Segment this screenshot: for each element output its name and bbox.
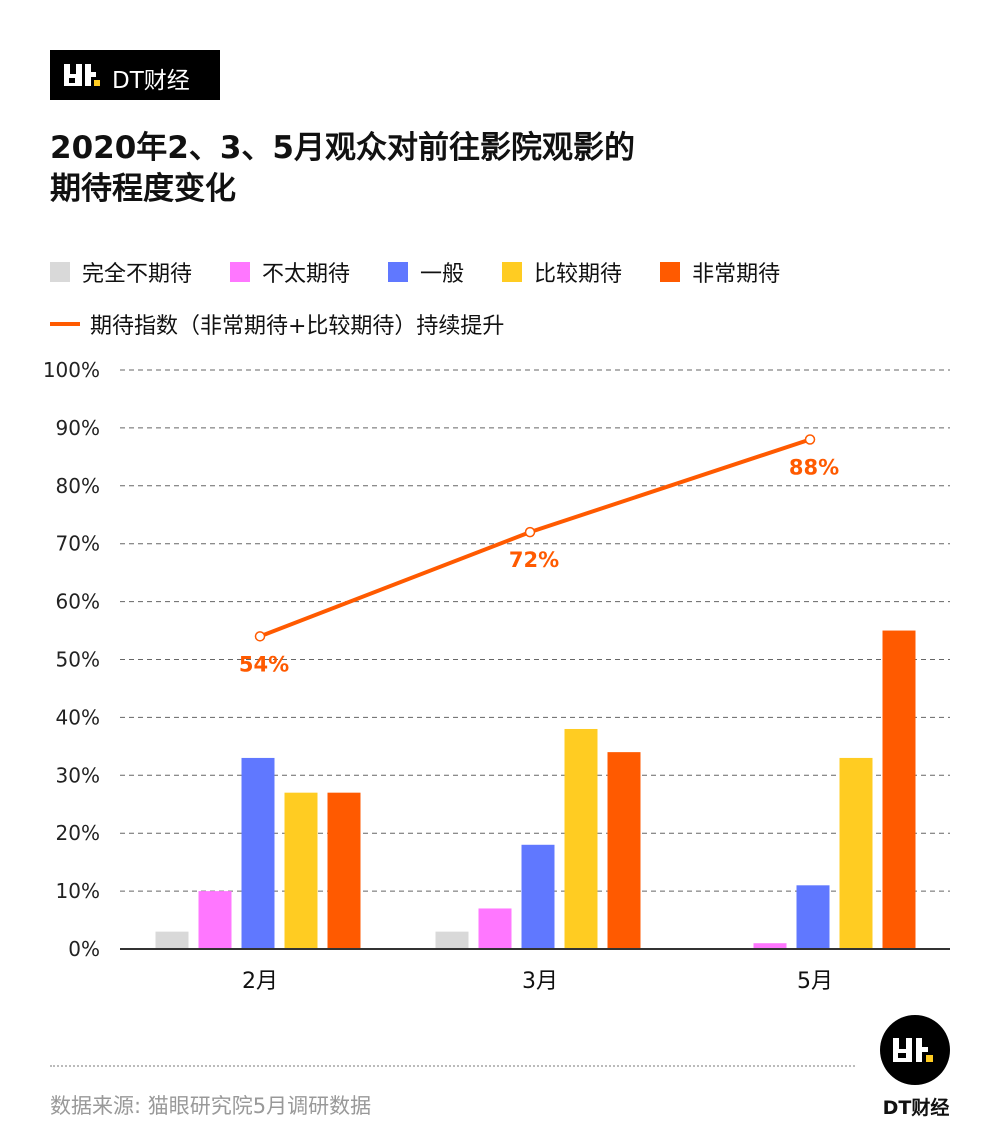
- legend-item: 不太期待: [230, 256, 350, 288]
- line-point: [804, 434, 816, 445]
- legend-label: 不太期待: [262, 262, 351, 287]
- y-tick-label: 50%: [56, 648, 100, 672]
- legend-swatch: [50, 262, 70, 282]
- legend-line-swatch: [50, 322, 80, 326]
- legend-item: 一般: [388, 256, 464, 288]
- data-label: 88%: [789, 455, 839, 479]
- bar: [241, 757, 275, 949]
- bar: [839, 757, 873, 949]
- y-tick-label: 10%: [56, 879, 100, 903]
- bar: [753, 943, 787, 949]
- legend-line-item: 期待指数（非常期待+比较期待）持续提升: [50, 308, 504, 340]
- legend-item: 非常期待: [660, 256, 780, 288]
- bar: [882, 630, 916, 949]
- bar: [478, 908, 512, 949]
- bar: [607, 752, 641, 949]
- x-tick-label: 5月: [797, 969, 833, 994]
- footer-brand: DT财经: [882, 1097, 950, 1119]
- title-line: 期待程度变化: [50, 171, 236, 207]
- y-tick-label: 40%: [56, 705, 100, 729]
- y-tick-label: 100%: [43, 358, 100, 382]
- legend-label: 期待指数（非常期待+比较期待）持续提升: [90, 314, 505, 339]
- x-tick-label: 2月: [242, 969, 278, 994]
- legend-item: 比较期待: [502, 256, 622, 288]
- source-note: 数据来源: 猫眼研究院5月调研数据: [50, 1094, 372, 1118]
- y-tick-label: 0%: [68, 937, 100, 961]
- chart-title: 2020年2、3、5月观众对前往影院观影的 期待程度变化: [50, 128, 635, 210]
- x-tick-label: 3月: [522, 969, 558, 994]
- bar: [564, 728, 598, 949]
- logo-text: DT财经: [112, 68, 190, 94]
- legend-item: 完全不期待: [50, 256, 192, 288]
- legend-label: 一般: [420, 262, 465, 287]
- line-point: [254, 631, 266, 642]
- brand-logo: DT财经: [50, 50, 220, 100]
- y-tick-label: 20%: [56, 821, 100, 845]
- legend-label: 非常期待: [692, 262, 781, 287]
- data-label: 54%: [239, 652, 289, 676]
- legend-swatch: [502, 262, 523, 282]
- y-tick-label: 60%: [56, 590, 100, 614]
- dt-logo-icon: [64, 64, 100, 86]
- y-tick-label: 70%: [56, 532, 100, 556]
- bar: [327, 792, 361, 949]
- y-tick-label: 90%: [56, 416, 100, 440]
- legend-label: 完全不期待: [82, 262, 193, 287]
- bar: [198, 891, 232, 949]
- bar: [155, 931, 189, 949]
- bar: [796, 885, 830, 949]
- bar: [435, 931, 469, 949]
- title-line: 2020年2、3、5月观众对前往影院观影的: [50, 130, 635, 166]
- y-tick-label: 80%: [56, 474, 100, 498]
- legend-swatch: [660, 262, 681, 282]
- legend-label: 比较期待: [534, 262, 623, 287]
- bar: [521, 844, 555, 949]
- data-label: 72%: [509, 548, 559, 572]
- line-point: [524, 526, 536, 538]
- legend-swatch: [230, 262, 251, 282]
- footer-divider: [50, 1065, 855, 1067]
- index-line: [259, 437, 811, 639]
- y-tick-label: 30%: [56, 763, 100, 787]
- bar: [284, 792, 318, 949]
- legend-swatch: [388, 262, 409, 282]
- legend: 完全不期待 不太期待 一般 比较期待 非常期待: [50, 256, 818, 288]
